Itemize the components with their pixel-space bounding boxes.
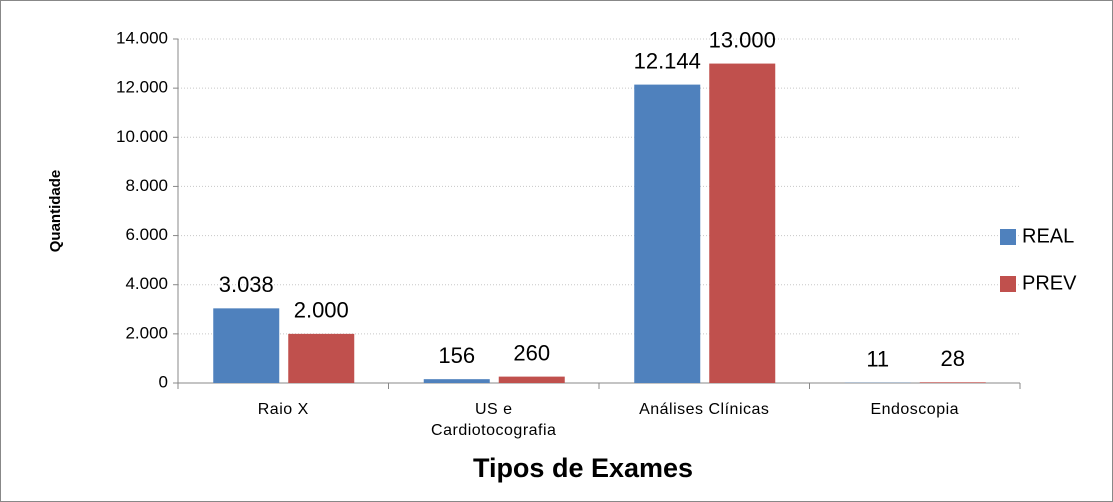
bar: [634, 84, 701, 384]
y-tick-label: 10.000: [116, 127, 168, 146]
x-tick-label: Raio X: [257, 401, 309, 418]
x-tick-label: US e Cardiotocografia: [431, 401, 557, 439]
y-tick-label: 2.000: [125, 323, 168, 342]
data-label: 156: [438, 343, 475, 368]
legend-label: PREV: [1022, 272, 1077, 294]
data-label: 2.000: [294, 298, 349, 323]
data-label: 28: [941, 346, 965, 371]
y-tick-label: 6.000: [125, 225, 168, 244]
bar: [919, 382, 986, 383]
y-tick-label: 12.000: [116, 78, 168, 97]
x-tick-label: Análises Clínicas: [639, 401, 770, 418]
legend-swatch: [1000, 229, 1016, 245]
y-tick-label: 8.000: [125, 176, 168, 195]
bar: [498, 376, 565, 383]
bar: [213, 308, 280, 383]
data-label: 3.038: [219, 272, 274, 297]
y-tick-label: 4.000: [125, 274, 168, 293]
x-tick-label: Endoscopia: [870, 401, 960, 418]
data-label: 260: [513, 340, 550, 365]
data-label: 12.144: [634, 48, 701, 73]
y-axis-title: Quantidade: [47, 170, 64, 253]
bar: [288, 333, 355, 383]
legend-label: REAL: [1022, 225, 1074, 247]
data-label: 13.000: [709, 27, 776, 52]
data-label: 11: [866, 347, 889, 372]
bar: [423, 379, 490, 383]
y-tick-label: 0: [159, 372, 168, 391]
bar: [709, 63, 776, 383]
legend-swatch: [1000, 276, 1016, 292]
y-tick-label: 14.000: [116, 28, 168, 47]
x-axis-title: Tipos de Exames: [473, 453, 693, 483]
